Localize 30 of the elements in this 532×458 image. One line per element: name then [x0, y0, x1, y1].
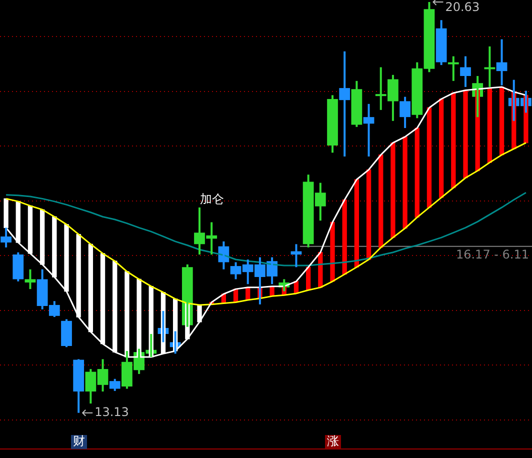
bar [354, 179, 360, 268]
bar [16, 201, 20, 243]
bar [342, 199, 347, 275]
bar [64, 224, 69, 292]
bar [463, 90, 468, 178]
bar [402, 136, 408, 229]
annotation: 加仑 [200, 192, 224, 206]
text: 涨 [327, 434, 339, 448]
bar [88, 244, 94, 332]
bar [487, 88, 492, 163]
bar [197, 304, 202, 322]
bar [426, 107, 432, 208]
bar [40, 209, 45, 265]
bar [366, 169, 372, 260]
text: 财 [73, 434, 85, 448]
bar [76, 234, 81, 318]
ref-line-label: 16.17 - 6.11 [456, 247, 529, 262]
annotation: 20.63 [445, 0, 480, 14]
bar [100, 253, 106, 344]
bar [390, 142, 396, 238]
bar [438, 98, 444, 198]
bar [451, 92, 456, 188]
bar [499, 86, 504, 156]
bar [52, 216, 57, 278]
bar [28, 205, 33, 254]
bar [378, 154, 384, 248]
annotation: 13.13 [94, 404, 129, 419]
bar [414, 128, 420, 218]
bar [112, 260, 118, 352]
bar [330, 222, 335, 282]
